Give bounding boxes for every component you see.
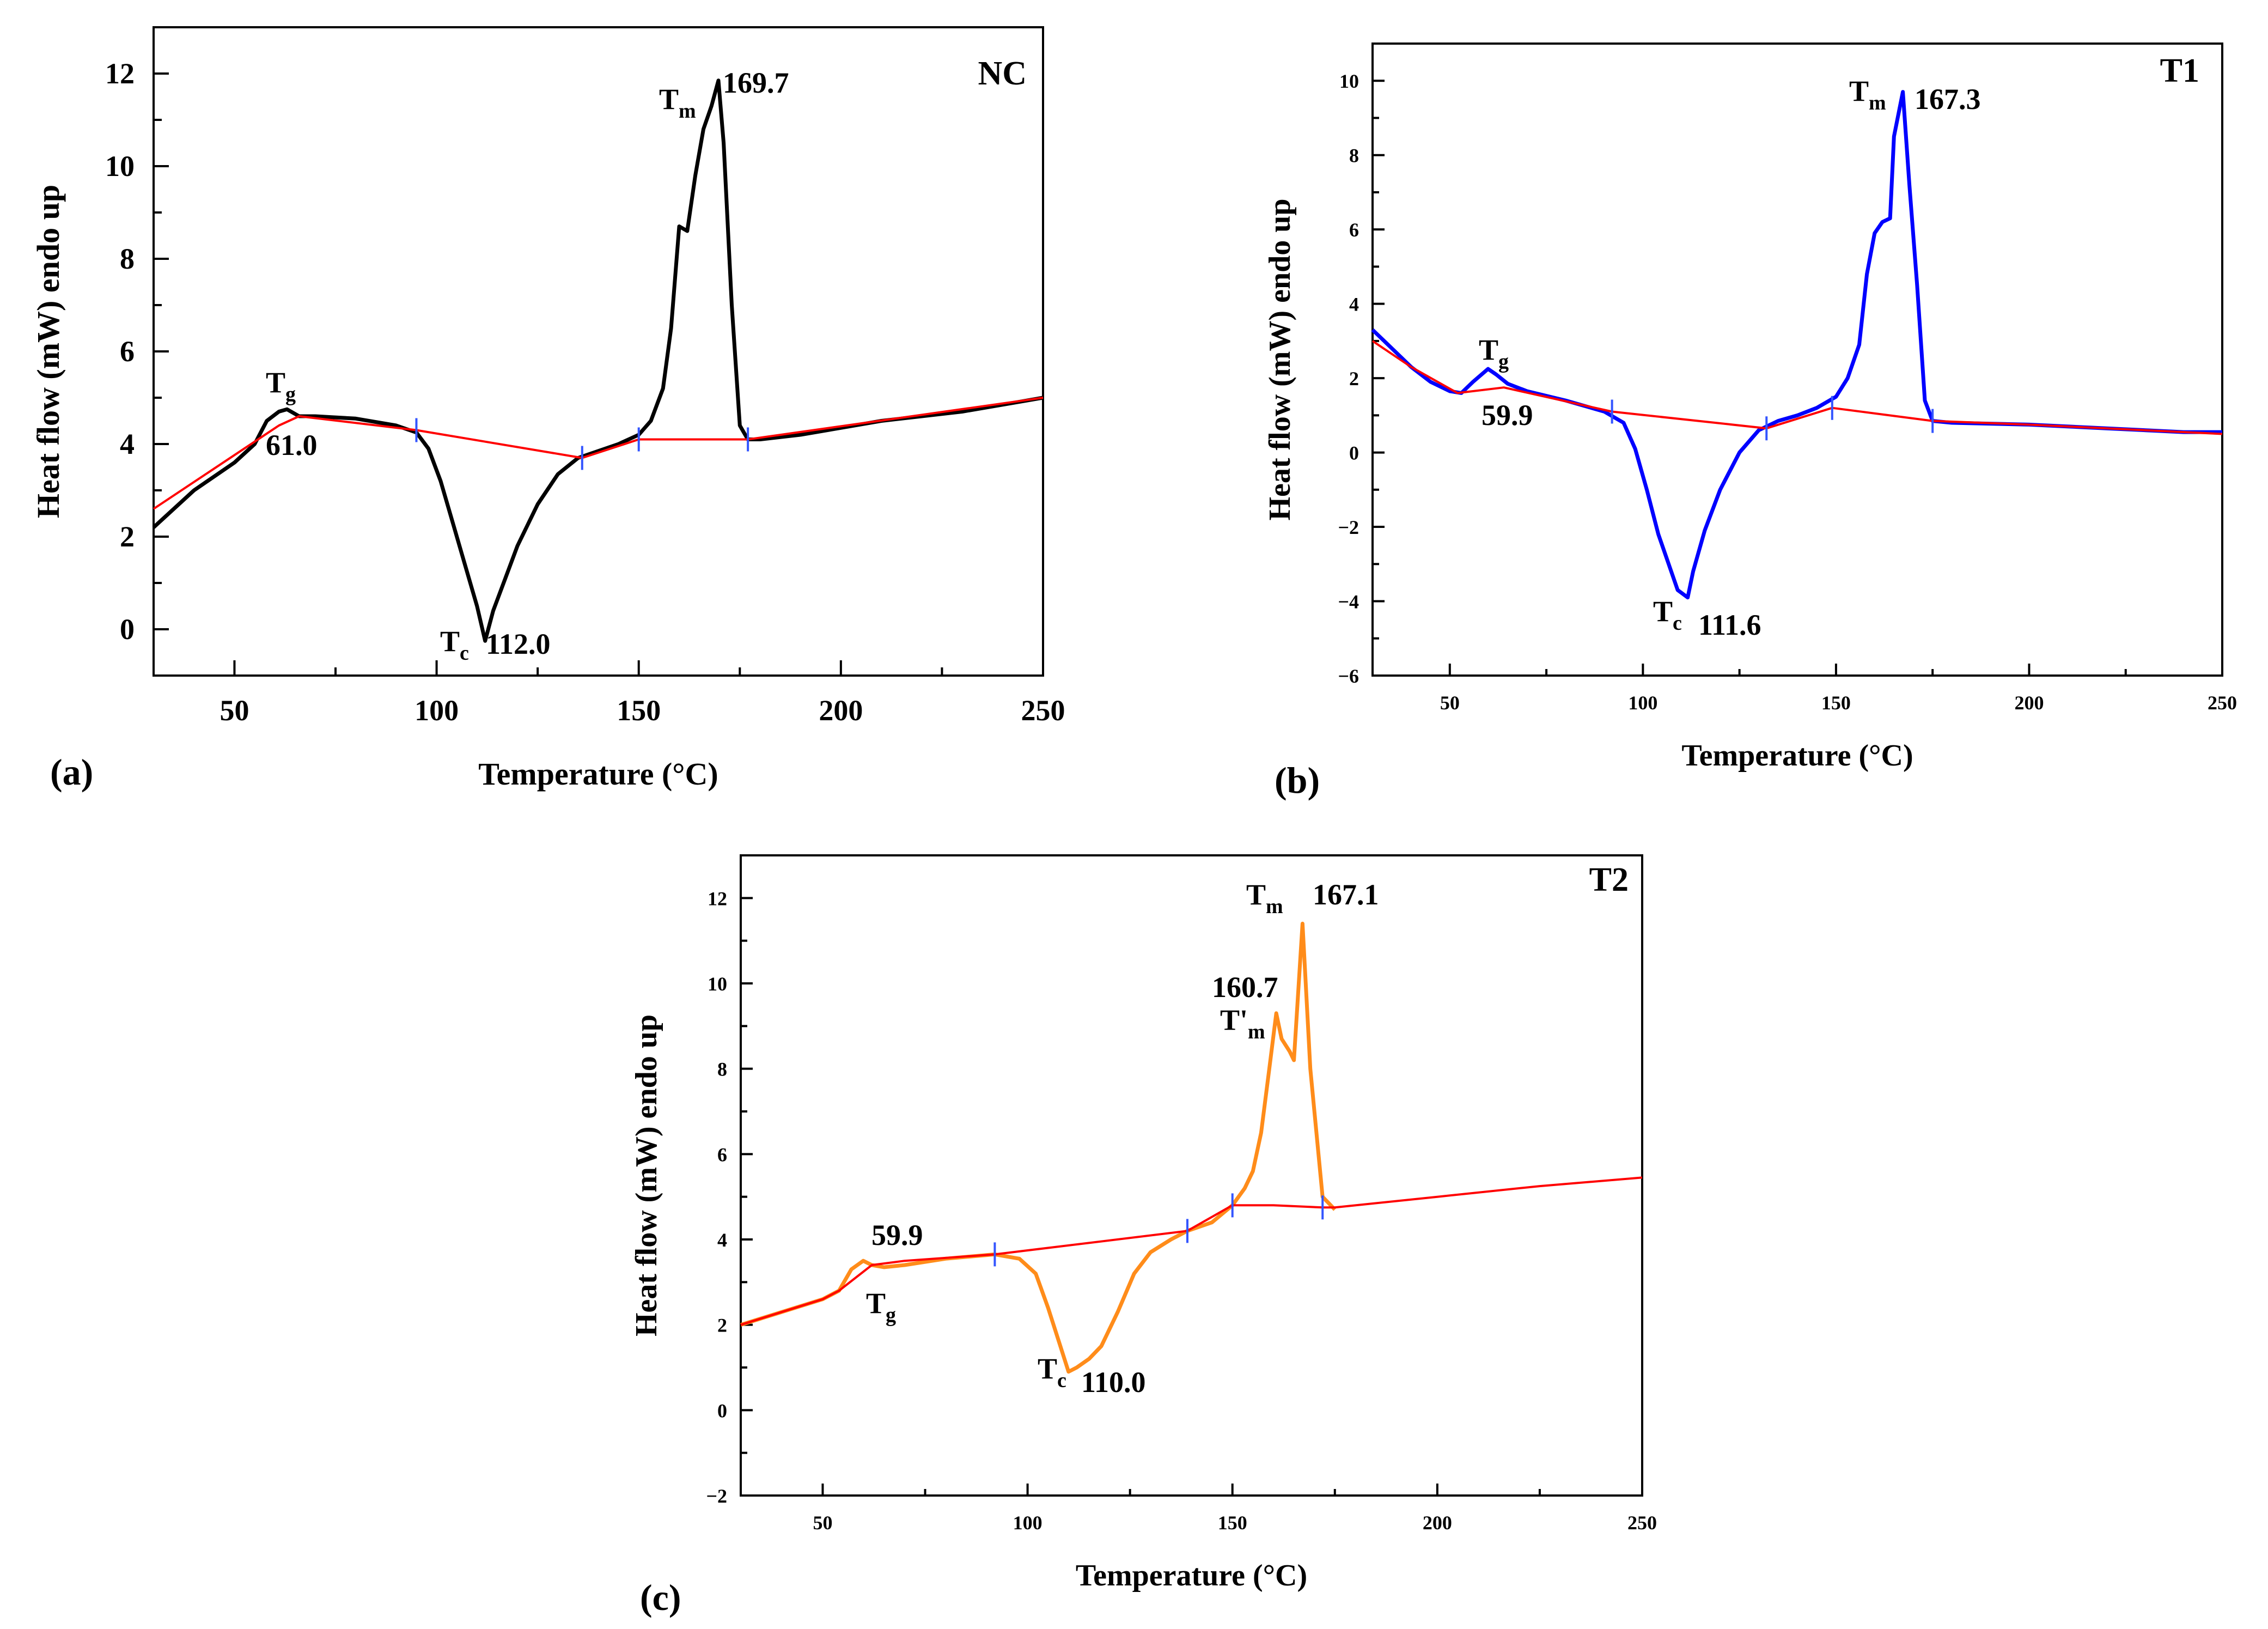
x-tick-label: 50	[813, 1512, 832, 1534]
series-baseline	[153, 397, 1044, 510]
annotation-tpm-label: T'm	[1220, 1004, 1265, 1043]
annotation-tg-value: 59.9	[871, 1219, 923, 1251]
annotation-tc-label: Tc	[440, 625, 469, 665]
annotation-tc-label: Tc	[1653, 595, 1682, 635]
annotation-tm-label: Tm	[659, 83, 696, 123]
x-tick-label: 250	[1627, 1512, 1657, 1534]
panel-nc: 50 100 150 200 250 0 2 4 6 8 10 12 Temperature (°C) H…	[31, 26, 1065, 793]
y-tick-label: 8	[717, 1059, 727, 1080]
y-tick-label: −2	[706, 1485, 727, 1507]
series-nc	[152, 78, 1044, 643]
series-t2	[740, 921, 1337, 1374]
y-tick-label: −2	[1338, 516, 1359, 538]
x-tick-label: 100	[414, 694, 459, 727]
y-tick-label: 8	[120, 242, 135, 275]
y-tick-label: 10	[708, 973, 727, 995]
y-tick-label: 6	[1349, 219, 1359, 241]
annotation-tc-label: Tc	[1038, 1352, 1066, 1392]
plot-frame	[740, 854, 1643, 1497]
panel-title: T1	[2160, 52, 2199, 89]
y-tick-label: 12	[708, 888, 727, 909]
panel-title: NC	[978, 55, 1027, 92]
annotation-tm-label: Tm	[1849, 75, 1886, 114]
y-axis-title: Heat flow (mW) endo up	[1263, 198, 1297, 520]
y-tick-label: 4	[717, 1229, 727, 1251]
x-tick-label: 150	[1821, 692, 1851, 714]
x-tick-label: 50	[1440, 692, 1460, 714]
x-tick-label: 200	[2014, 692, 2044, 714]
y-tick-label: 6	[120, 335, 135, 368]
y-tick-label: 12	[105, 57, 135, 90]
y-tick-label: 0	[1349, 442, 1359, 464]
panel-t1: 50 100 150 200 250 −6 −4 −2 0 2 4 6 8 10 Temperature (…	[1263, 42, 2237, 801]
annotation-tm-value: 167.3	[1915, 83, 1981, 116]
y-tick-label: 8	[1349, 145, 1359, 167]
annotation-tm-value: 167.1	[1313, 878, 1379, 911]
x-tick-label: 250	[1021, 694, 1065, 727]
annotation-tg-label: Tg	[866, 1287, 896, 1327]
y-tick-label: 0	[120, 613, 135, 646]
x-tick-label: 100	[1013, 1512, 1042, 1534]
panel-t2: 50 100 150 200 250 −2 0 2 4 6 8 10 12 Temperature (°C…	[630, 854, 1657, 1618]
annotation-tc-value: 110.0	[1081, 1366, 1146, 1399]
x-tick-label: 50	[220, 694, 249, 727]
y-axis-title: Heat flow (mW) endo up	[31, 185, 66, 518]
y-tick-label: −6	[1338, 665, 1359, 687]
x-tick-label: 250	[2208, 692, 2237, 714]
plot-frame	[1371, 42, 2223, 677]
y-tick-label: 10	[1339, 70, 1359, 92]
y-tick-label: 2	[120, 520, 135, 553]
y-tick-label: 2	[1349, 368, 1359, 390]
x-tick-label: 150	[617, 694, 661, 727]
annotation-tm-value: 169.7	[723, 66, 789, 99]
x-axis-title: Temperature (°C)	[478, 756, 718, 792]
y-tick-label: 10	[105, 150, 135, 183]
y-tick-label: 0	[717, 1400, 727, 1421]
panel-letter: (b)	[1275, 759, 1320, 801]
annotation-tg-value: 59.9	[1481, 399, 1533, 431]
annotation-tm-label: Tm	[1246, 878, 1283, 918]
x-axis-title: Temperature (°C)	[1076, 1559, 1307, 1592]
x-axis-title: Temperature (°C)	[1681, 739, 1913, 773]
y-tick-label: 2	[717, 1315, 727, 1336]
annotation-tg-label: Tg	[266, 366, 296, 406]
series-baseline	[1371, 340, 2223, 435]
panel-letter: (c)	[640, 1577, 681, 1618]
y-tick-label: 4	[1349, 294, 1359, 315]
series-t1	[1371, 90, 2222, 600]
x-tick-label: 200	[819, 694, 863, 727]
annotation-tg-value: 61.0	[266, 429, 318, 461]
y-tick-label: 6	[717, 1144, 727, 1165]
y-tick-label: 4	[120, 428, 135, 460]
panel-title: T2	[1589, 861, 1629, 898]
annotation-tg-label: Tg	[1479, 333, 1509, 373]
annotation-tc-value: 111.6	[1698, 609, 1761, 641]
y-axis-title: Heat flow (mW) endo up	[630, 1014, 663, 1336]
x-tick-label: 100	[1628, 692, 1657, 714]
panel-letter: (a)	[50, 751, 93, 793]
annotation-tc-value: 112.0	[486, 628, 551, 660]
y-tick-label: −4	[1338, 591, 1359, 613]
x-tick-label: 200	[1423, 1512, 1452, 1534]
plot-frame	[153, 26, 1044, 677]
annotation-tpm-value: 160.7	[1212, 971, 1278, 1004]
x-tick-label: 150	[1218, 1512, 1247, 1534]
